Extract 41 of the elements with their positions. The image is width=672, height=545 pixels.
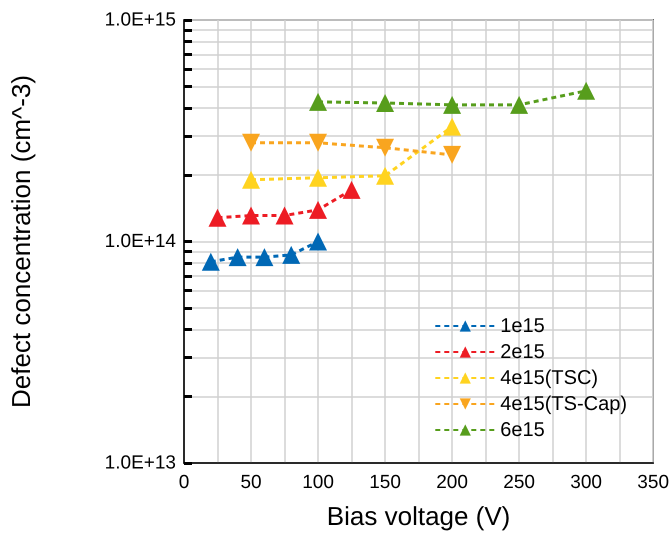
point (242, 134, 260, 152)
point (255, 248, 274, 266)
legend-label: 4e15(TSC) (500, 367, 598, 389)
point (242, 206, 260, 225)
legend-label: 2e15 (500, 341, 545, 363)
legend-label: 6e15 (500, 419, 545, 441)
legend-label: 4e15(TS-Cap) (500, 393, 627, 415)
x-tick-label: 250 (503, 472, 535, 493)
point (282, 246, 300, 264)
x-tick-label: 0 (178, 472, 190, 493)
point (208, 208, 227, 227)
point (342, 180, 361, 199)
point (309, 92, 328, 111)
y-tick-label: 1.0E+15 (104, 10, 176, 30)
x-tick-label: 50 (240, 472, 262, 493)
y-axis-title: Defect concentration (cm^-3) (6, 75, 36, 408)
x-tick-label: 300 (570, 472, 602, 493)
y-tick-label: 1.0E+14 (104, 231, 176, 252)
point (309, 232, 328, 250)
point (510, 96, 528, 114)
point (309, 134, 328, 152)
point (228, 248, 247, 266)
point (202, 252, 220, 271)
x-tick-label: 100 (302, 472, 334, 493)
point (242, 170, 260, 189)
point (376, 138, 394, 157)
point (577, 82, 596, 100)
x-tick-label: 150 (369, 472, 401, 493)
point (443, 146, 462, 164)
y-tick-label: 1.0E+13 (104, 452, 176, 474)
point (376, 166, 394, 185)
point (309, 200, 328, 219)
legend-label: 1e15 (500, 315, 545, 337)
point (376, 94, 394, 112)
point (443, 118, 462, 136)
x-axis-title: Bias voltage (V) (326, 501, 510, 531)
x-tick-label: 350 (637, 472, 669, 493)
point (276, 206, 294, 225)
point (309, 168, 328, 187)
x-tick-label: 200 (436, 472, 468, 493)
point (443, 96, 462, 114)
